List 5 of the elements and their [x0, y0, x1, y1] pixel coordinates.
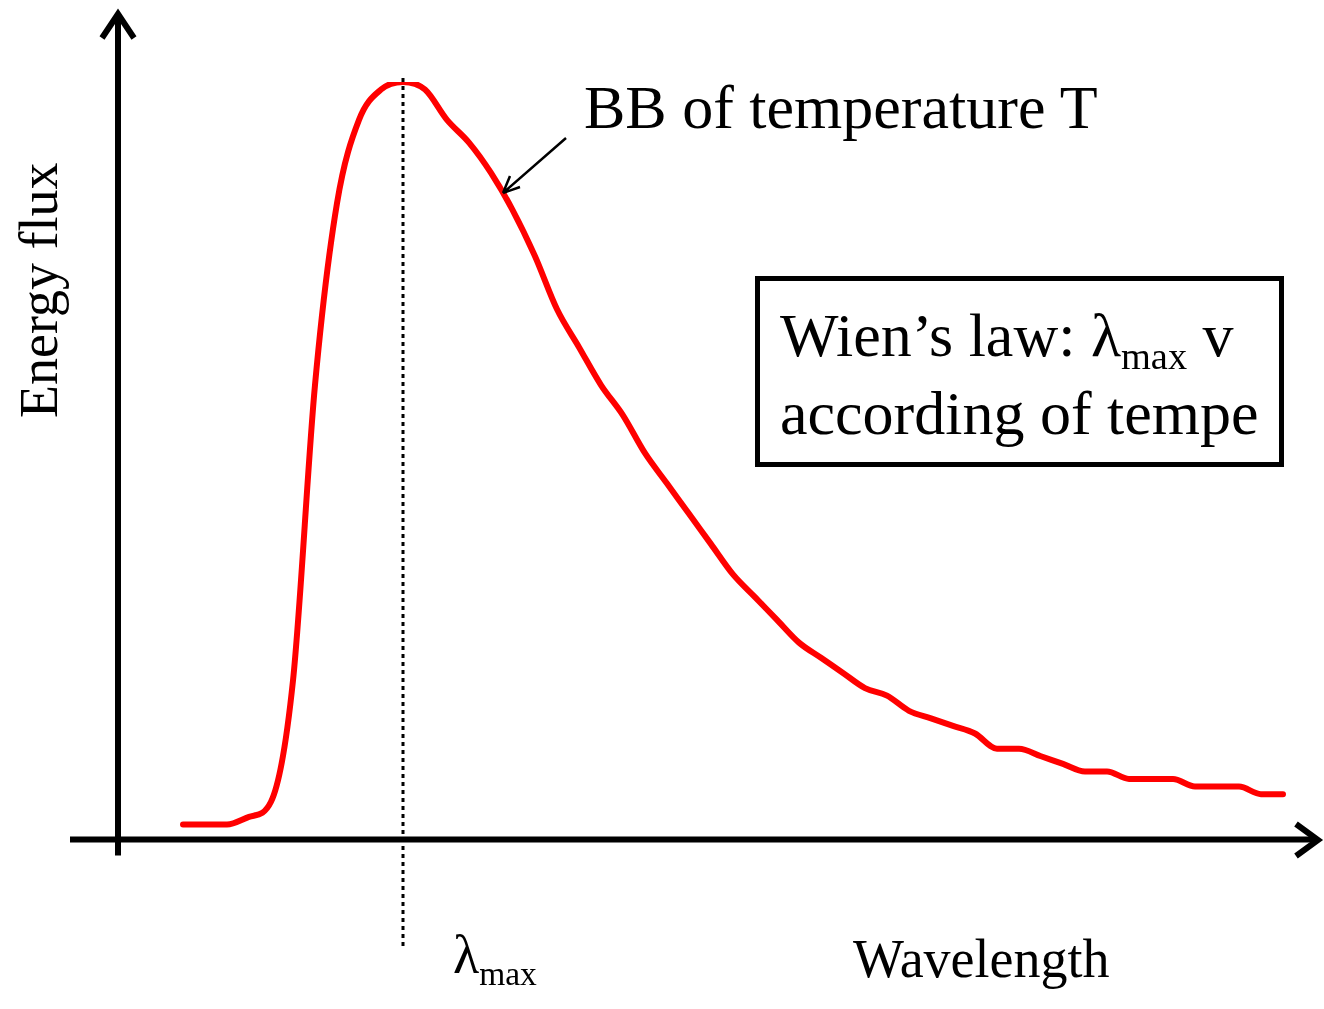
annotation: BB of temperature T [584, 73, 1098, 141]
x-axis-title: Wavelength [853, 929, 1110, 989]
y-axis-title: Energy flux [9, 162, 69, 418]
text: λ$_{max}$ [453, 925, 537, 992]
annotation: Wien’s law: λ$_{max}$ v according of tempe [755, 276, 1284, 467]
